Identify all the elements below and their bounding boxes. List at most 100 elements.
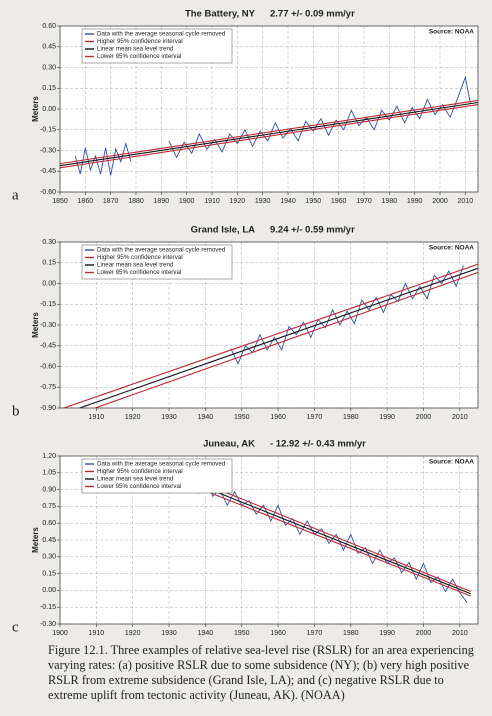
- figure: The Battery, NY 2.77 +/- 0.09 mm/yr Source…: [12, 9, 479, 637]
- x-tick-label: 1920: [125, 630, 141, 637]
- y-tick-label: 0.00: [42, 587, 56, 594]
- y-tick-label: 1.05: [42, 470, 56, 477]
- x-tick-label: 1920: [125, 414, 141, 421]
- chart-title: Grand Isle, LA: [191, 225, 256, 236]
- plot-frame: [59, 25, 479, 193]
- x-tick-label: 1960: [331, 198, 347, 205]
- x-tick-label: 1910: [89, 630, 105, 637]
- y-tick-label: -0.30: [40, 147, 56, 154]
- trend-line: [60, 99, 478, 165]
- panel-letter: a: [12, 187, 19, 203]
- y-tick-label: 0.30: [42, 64, 56, 71]
- legend-label: Data with the average seasonal cycle rem…: [97, 31, 226, 38]
- trend-line: [190, 481, 471, 595]
- legend-label: Higher 95% confidence interval: [97, 38, 183, 45]
- chart-title: Juneau, AK: [203, 439, 255, 450]
- y-tick-label: 0.15: [42, 260, 56, 267]
- y-tick-label: 0.90: [42, 486, 56, 493]
- x-tick-label: 1930: [161, 630, 177, 637]
- legend-label: Linear mean sea level trend: [97, 476, 174, 483]
- y-tick-label: -0.15: [40, 301, 56, 308]
- trend-line: [93, 271, 478, 408]
- y-axis-label: Meters: [31, 527, 40, 553]
- plot-frame: [59, 241, 479, 409]
- plot-frame: [59, 455, 479, 625]
- y-tick-label: -0.45: [40, 343, 56, 350]
- caption: Figure 12.1. Three examples of relative …: [48, 643, 474, 702]
- chart-subtitle: - 12.92 +/- 0.43 mm/yr: [270, 439, 366, 450]
- trend-line: [190, 477, 471, 593]
- legend-label: Data with the average seasonal cycle rem…: [97, 461, 226, 468]
- y-tick-label: -0.15: [40, 604, 56, 611]
- y-tick-label: 0.30: [42, 239, 56, 246]
- x-tick-label: 1950: [234, 630, 250, 637]
- x-tick-label: 2010: [458, 198, 474, 205]
- x-tick-label: 1990: [407, 198, 423, 205]
- trend-line: [190, 484, 471, 597]
- x-tick-label: 2000: [416, 630, 432, 637]
- x-tick-label: 1990: [379, 630, 395, 637]
- x-tick-label: 1930: [161, 414, 177, 421]
- trend-line: [78, 267, 478, 408]
- panel-letter: b: [12, 403, 20, 419]
- y-tick-label: 0.60: [42, 23, 56, 30]
- y-tick-label: 0.45: [42, 44, 56, 51]
- x-tick-label: 1980: [343, 630, 359, 637]
- y-tick-label: -0.90: [40, 405, 56, 412]
- x-tick-label: 1910: [89, 414, 105, 421]
- legend-box: [81, 244, 233, 280]
- legend-label: Lower 95% confidence interval: [97, 269, 181, 276]
- x-tick-label: 1990: [379, 414, 395, 421]
- legend-label: Lower 95% confidence interval: [97, 53, 181, 60]
- y-tick-label: -0.15: [40, 127, 56, 134]
- y-tick-label: -0.30: [40, 621, 56, 628]
- chart-subtitle: 2.77 +/- 0.09 mm/yr: [270, 9, 355, 20]
- source-label: Source: NOAA: [429, 459, 474, 466]
- y-tick-label: 0.15: [42, 85, 56, 92]
- source-label: Source: NOAA: [429, 245, 474, 252]
- x-tick-label: 1970: [307, 630, 323, 637]
- y-tick-label: 0.45: [42, 537, 56, 544]
- y-tick-label: 0.30: [42, 554, 56, 561]
- legend-label: Data with the average seasonal cycle rem…: [97, 247, 226, 254]
- panel-letter: c: [12, 619, 19, 635]
- x-tick-label: 1980: [343, 414, 359, 421]
- legend-label: Higher 95% confidence interval: [97, 254, 183, 261]
- x-tick-label: 1930: [255, 198, 271, 205]
- x-tick-label: 2000: [432, 198, 448, 205]
- y-tick-label: -0.60: [40, 363, 56, 370]
- x-tick-label: 1940: [198, 414, 214, 421]
- y-tick-label: 0.15: [42, 570, 56, 577]
- x-tick-label: 1950: [306, 198, 322, 205]
- x-tick-label: 1860: [78, 198, 94, 205]
- y-tick-label: 0.00: [42, 280, 56, 287]
- legend-label: Linear mean sea level trend: [97, 262, 174, 269]
- y-tick-label: 0.75: [42, 503, 56, 510]
- x-tick-label: 1940: [280, 198, 296, 205]
- trend-line: [60, 104, 478, 169]
- x-tick-label: 1910: [204, 198, 220, 205]
- x-tick-label: 2010: [452, 414, 468, 421]
- trend-line: [60, 101, 478, 167]
- x-tick-label: 1980: [382, 198, 398, 205]
- x-tick-label: 1960: [270, 630, 286, 637]
- x-tick-label: 1940: [198, 630, 214, 637]
- trend-line: [62, 263, 478, 408]
- y-tick-label: -0.30: [40, 322, 56, 329]
- x-tick-label: 2000: [416, 414, 432, 421]
- x-tick-label: 1960: [270, 414, 286, 421]
- y-tick-label: -0.45: [40, 168, 56, 175]
- chart-title: The Battery, NY: [185, 9, 256, 20]
- data-line: [190, 474, 468, 603]
- chart-subtitle: 9.24 +/- 0.59 mm/yr: [270, 225, 355, 236]
- x-tick-label: 1970: [307, 414, 323, 421]
- y-axis-label: Meters: [31, 96, 40, 122]
- x-tick-label: 1900: [179, 198, 195, 205]
- x-tick-label: 1920: [230, 198, 246, 205]
- x-tick-label: 1950: [234, 414, 250, 421]
- legend-box: [81, 458, 233, 494]
- source-label: Source: NOAA: [429, 29, 474, 36]
- x-tick-label: 1890: [154, 198, 170, 205]
- legend-box: [81, 28, 233, 64]
